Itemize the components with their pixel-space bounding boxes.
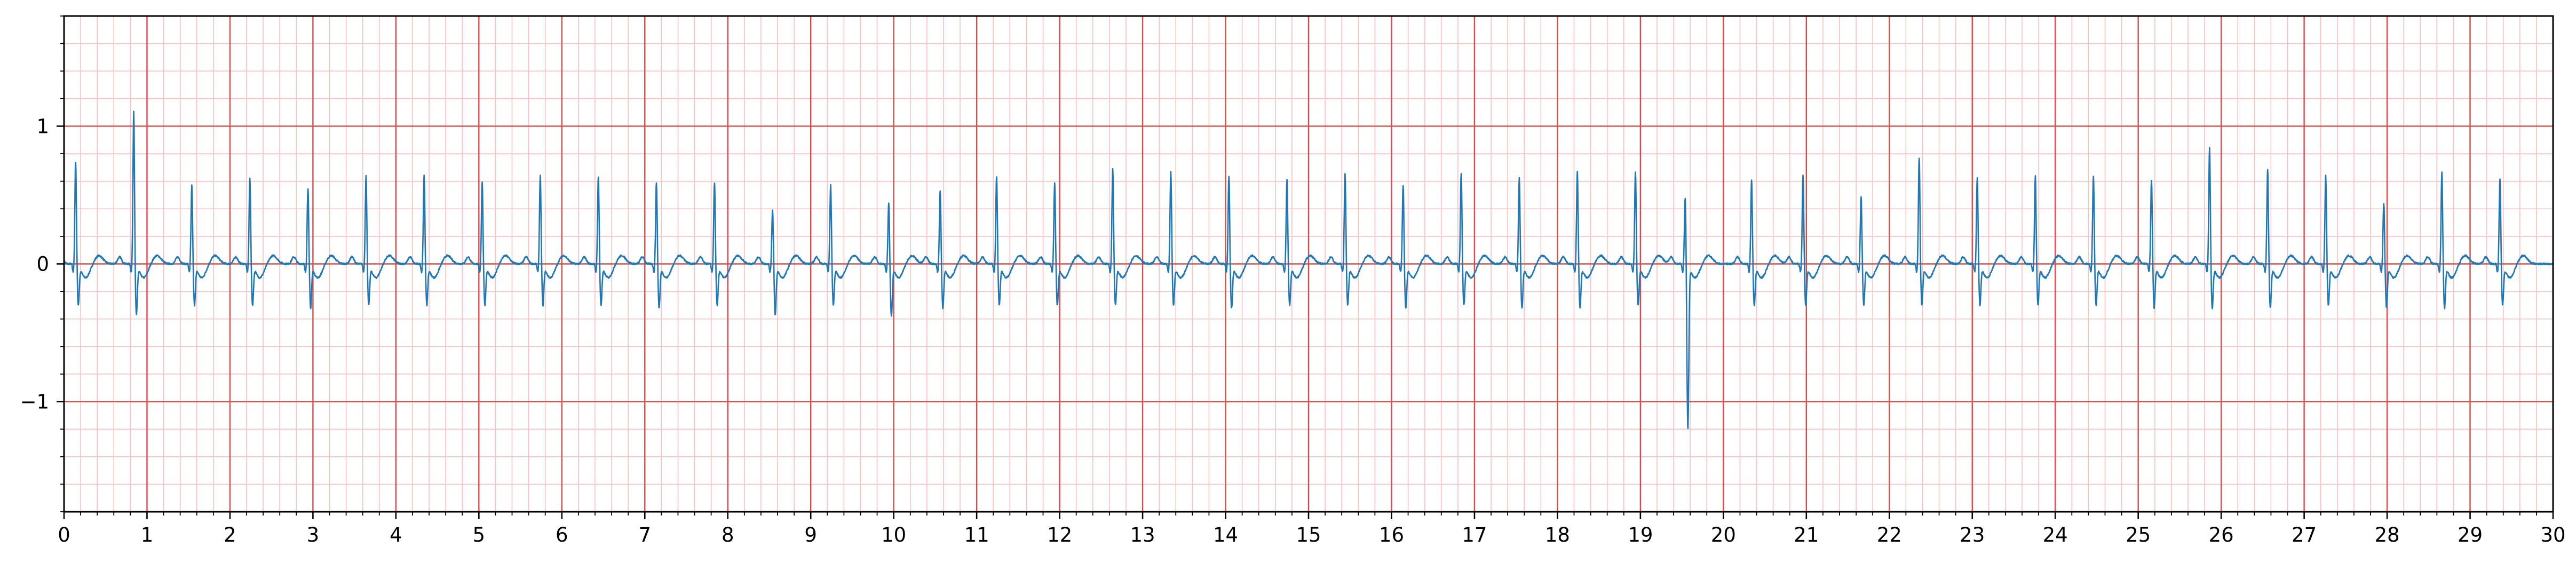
- ecg-trace-line: [63, 110, 2554, 430]
- x-tick-label: 28: [2375, 524, 2400, 546]
- x-tick-label: 29: [2458, 524, 2483, 546]
- x-tick-label: 4: [390, 524, 402, 546]
- x-tick-label: 14: [1213, 524, 1238, 546]
- x-tick-label: 25: [2126, 524, 2151, 546]
- y-tick-label: −1: [20, 391, 49, 414]
- x-tick-label: 5: [473, 524, 486, 546]
- x-tick-label: 17: [1462, 524, 1487, 546]
- x-tick-label: 6: [556, 524, 568, 546]
- x-tick-label: 8: [722, 524, 734, 546]
- x-tick-label: 3: [307, 524, 320, 546]
- x-tick-label: 30: [2540, 524, 2565, 546]
- x-tick-label: 20: [1711, 524, 1736, 546]
- x-tick-label: 18: [1545, 524, 1570, 546]
- x-axis: 0 1 2 3 4 5 6 7 8 9 10 11 12 13 14 15 16 17 18 19 20 21 22 23 24…: [58, 512, 2566, 546]
- x-tick-label: 7: [638, 524, 651, 546]
- y-axis: −1 0 1: [20, 15, 64, 512]
- x-tick-label: 0: [58, 524, 70, 546]
- y-tick-label: 0: [36, 253, 49, 276]
- x-tick-label: 9: [804, 524, 817, 546]
- x-tick-label: 16: [1379, 524, 1404, 546]
- y-tick-label: 1: [36, 115, 49, 138]
- x-tick-label: 22: [1877, 524, 1902, 546]
- x-tick-label: 26: [2209, 524, 2234, 546]
- x-tick-label: 24: [2043, 524, 2068, 546]
- x-tick-label: 13: [1130, 524, 1155, 546]
- x-tick-label: 21: [1794, 524, 1819, 546]
- x-tick-label: 11: [964, 524, 989, 546]
- x-tick-label: 10: [881, 524, 906, 546]
- x-tick-label: 12: [1047, 524, 1072, 546]
- x-tick-label: 19: [1628, 524, 1653, 546]
- x-tick-label: 23: [1960, 524, 1985, 546]
- x-tick-label: 2: [224, 524, 236, 546]
- x-tick-label: 27: [2292, 524, 2317, 546]
- x-tick-label: 1: [141, 524, 154, 546]
- x-tick-label: 15: [1296, 524, 1321, 546]
